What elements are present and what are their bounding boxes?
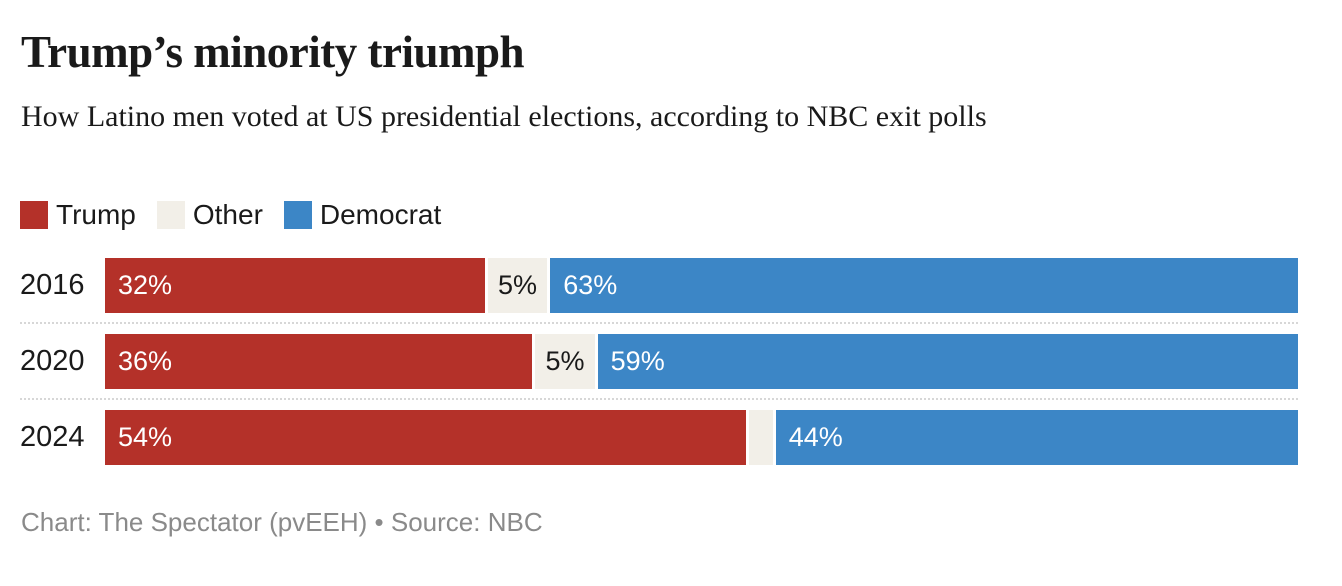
value-label-2020-trump: 36% bbox=[118, 346, 173, 376]
stacked-bar-chart: 2016 32% 5% 63% 2020 36% bbox=[20, 258, 1298, 465]
value-label-2016-other: 5% bbox=[498, 270, 538, 300]
segment-2024-democrat: 44% bbox=[775, 410, 1298, 465]
democrat-color-swatch bbox=[283, 201, 312, 229]
segment-2016-trump: 32% bbox=[105, 258, 485, 313]
legend-item-other: Other bbox=[156, 199, 263, 230]
value-label-2020-democrat: 59% bbox=[610, 346, 665, 376]
segment-2024-other bbox=[748, 410, 773, 465]
bar-row-2016: 2016 32% 5% 63% bbox=[20, 258, 1298, 313]
chart-title: Trump’s minority triumph bbox=[21, 27, 525, 77]
category-label-2020: 2020 bbox=[20, 345, 85, 377]
segment-2020-democrat: 59% bbox=[597, 334, 1298, 389]
legend-label-democrat: Democrat bbox=[319, 199, 442, 230]
legend-label-other: Other bbox=[192, 199, 263, 230]
segment-2020-trump: 36% bbox=[105, 334, 533, 389]
bar-row-2024: 2024 54% 44% bbox=[20, 410, 1298, 465]
bar-2024: 54% 44% bbox=[105, 410, 1298, 465]
segment-2016-other: 5% bbox=[487, 258, 548, 313]
value-label-2016-trump: 32% bbox=[118, 270, 173, 300]
value-label-2020-other: 5% bbox=[545, 346, 585, 376]
trump-color-swatch bbox=[20, 201, 48, 229]
row-separator bbox=[20, 398, 1298, 400]
legend-label-trump: Trump bbox=[56, 199, 136, 230]
row-separator bbox=[20, 322, 1298, 324]
value-label-2016-democrat: 63% bbox=[563, 270, 618, 300]
category-label-2024: 2024 bbox=[20, 421, 85, 453]
segment-2020-other: 5% bbox=[535, 334, 595, 389]
other-color-swatch bbox=[156, 201, 185, 229]
legend-item-democrat: Democrat bbox=[283, 199, 442, 230]
bar-row-2020: 2020 36% 5% 59% bbox=[20, 334, 1298, 389]
segment-2024-trump: 54% bbox=[105, 410, 746, 465]
value-label-2024-trump: 54% bbox=[118, 422, 173, 452]
bar-2016: 32% 5% 63% bbox=[105, 258, 1298, 313]
category-label-2016: 2016 bbox=[20, 269, 85, 301]
segment-2016-democrat: 63% bbox=[550, 258, 1298, 313]
value-label-2024-democrat: 44% bbox=[788, 422, 843, 452]
legend-item-trump: Trump bbox=[20, 201, 136, 229]
bar-2020: 36% 5% 59% bbox=[105, 334, 1298, 389]
legend: Trump Other Democrat bbox=[20, 201, 441, 229]
chart-subtitle: How Latino men voted at US presidential … bbox=[21, 100, 987, 133]
chart-attribution: Chart: The Spectator (pvEEH) • Source: N… bbox=[21, 507, 543, 537]
